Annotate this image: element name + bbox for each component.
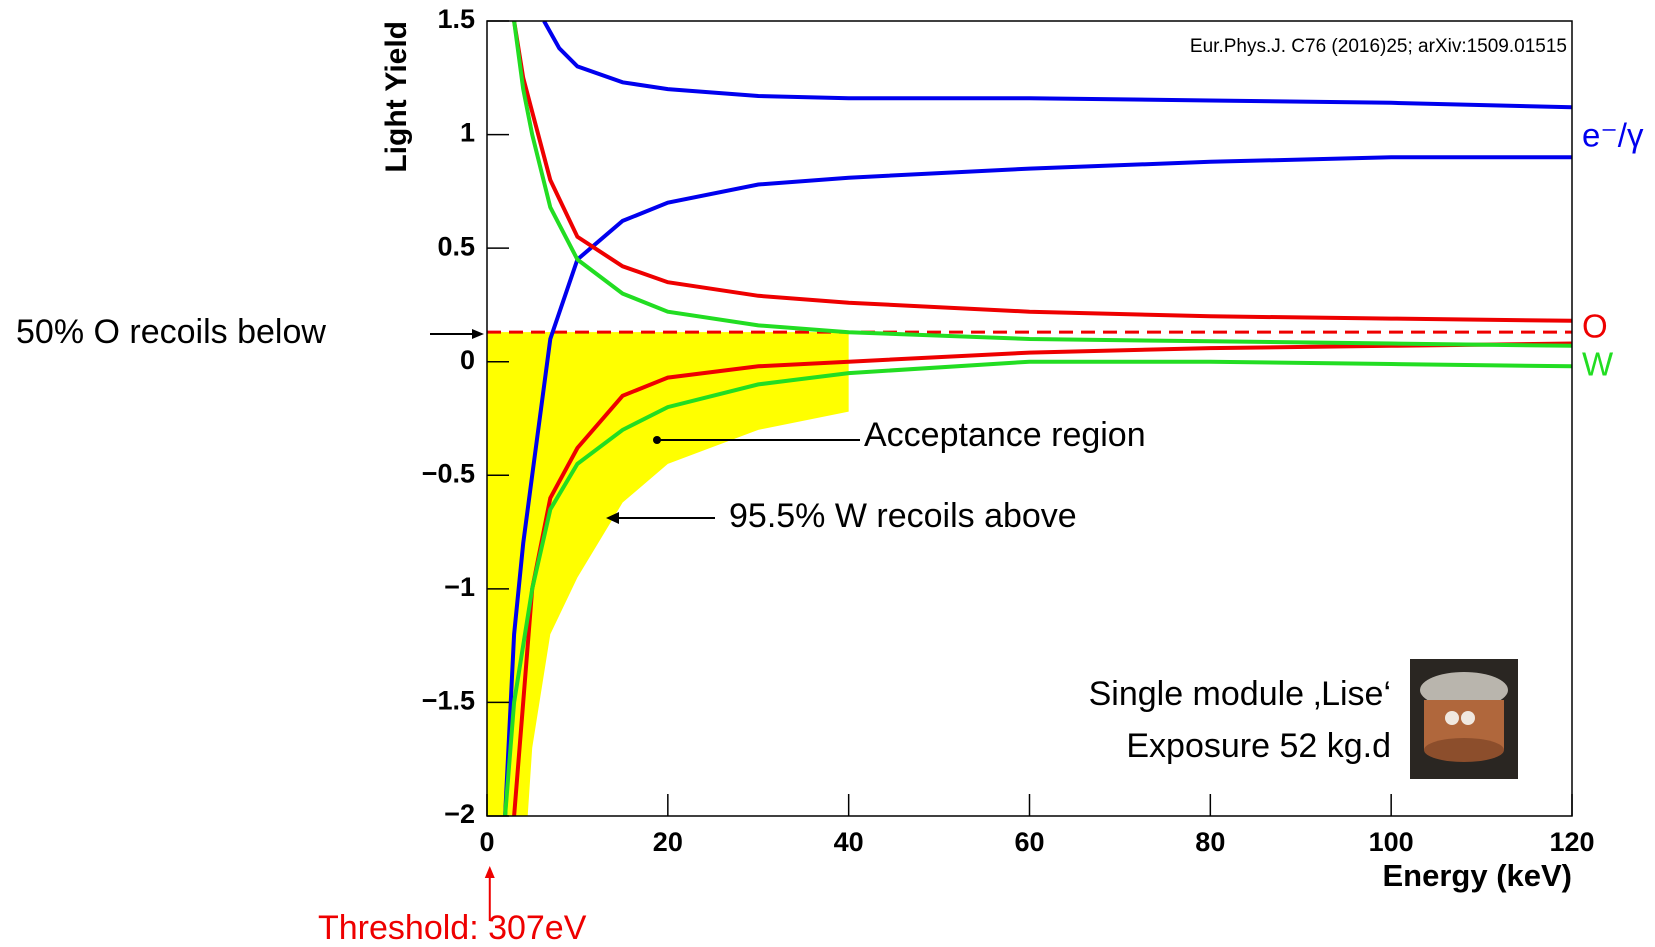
y-tick-label: 1: [460, 118, 475, 148]
acceptance-label: Acceptance region: [864, 416, 1146, 454]
band-curve: [503, 359, 1572, 816]
x-tick-label: 40: [834, 827, 864, 857]
arrow-head: [472, 329, 484, 339]
y-tick-label: 1.5: [437, 4, 475, 34]
series-label: W: [1582, 346, 1614, 383]
x-tick-label: 60: [1014, 827, 1044, 857]
exposure-label: Exposure 52 kg.d: [1126, 727, 1391, 765]
acceptance-area: [487, 332, 849, 816]
y-tick-label: −1: [444, 572, 475, 602]
module-label: Single module ‚Lise‘: [1089, 675, 1391, 713]
citation: Eur.Phys.J. C76 (2016)25; arXiv:1509.015…: [1190, 36, 1567, 57]
plot-area: [487, 21, 1572, 816]
band-curve: [542, 21, 1572, 110]
band-curve: [512, 21, 1572, 348]
band-curve: [512, 21, 1572, 323]
y-tick-label: −1.5: [422, 686, 475, 716]
y-tick-label: −2: [444, 799, 475, 829]
arrow-head: [606, 512, 619, 524]
arrow-head: [484, 866, 495, 878]
module-photo: [1410, 659, 1518, 779]
threshold-label: Threshold: 307eV: [318, 909, 587, 947]
x-tick-label: 0: [479, 827, 494, 857]
y-tick-label: 0.5: [437, 231, 475, 261]
w-limit-label: 95.5% W recoils above: [729, 497, 1077, 535]
x-axis-title: Energy (keV): [1382, 858, 1572, 893]
y-tick-label: 0: [460, 345, 475, 375]
band-curve: [503, 155, 1572, 816]
y-axis-title: Light Yield: [380, 21, 413, 173]
x-tick-label: 120: [1549, 827, 1594, 857]
x-tick-label: 20: [653, 827, 683, 857]
y-tick-label: −0.5: [422, 458, 475, 488]
series-label: O: [1582, 308, 1608, 345]
median-label: 50% O recoils below: [16, 313, 326, 351]
series-label: e⁻/γ: [1582, 117, 1644, 154]
x-tick-label: 80: [1195, 827, 1225, 857]
x-tick-label: 100: [1369, 827, 1414, 857]
